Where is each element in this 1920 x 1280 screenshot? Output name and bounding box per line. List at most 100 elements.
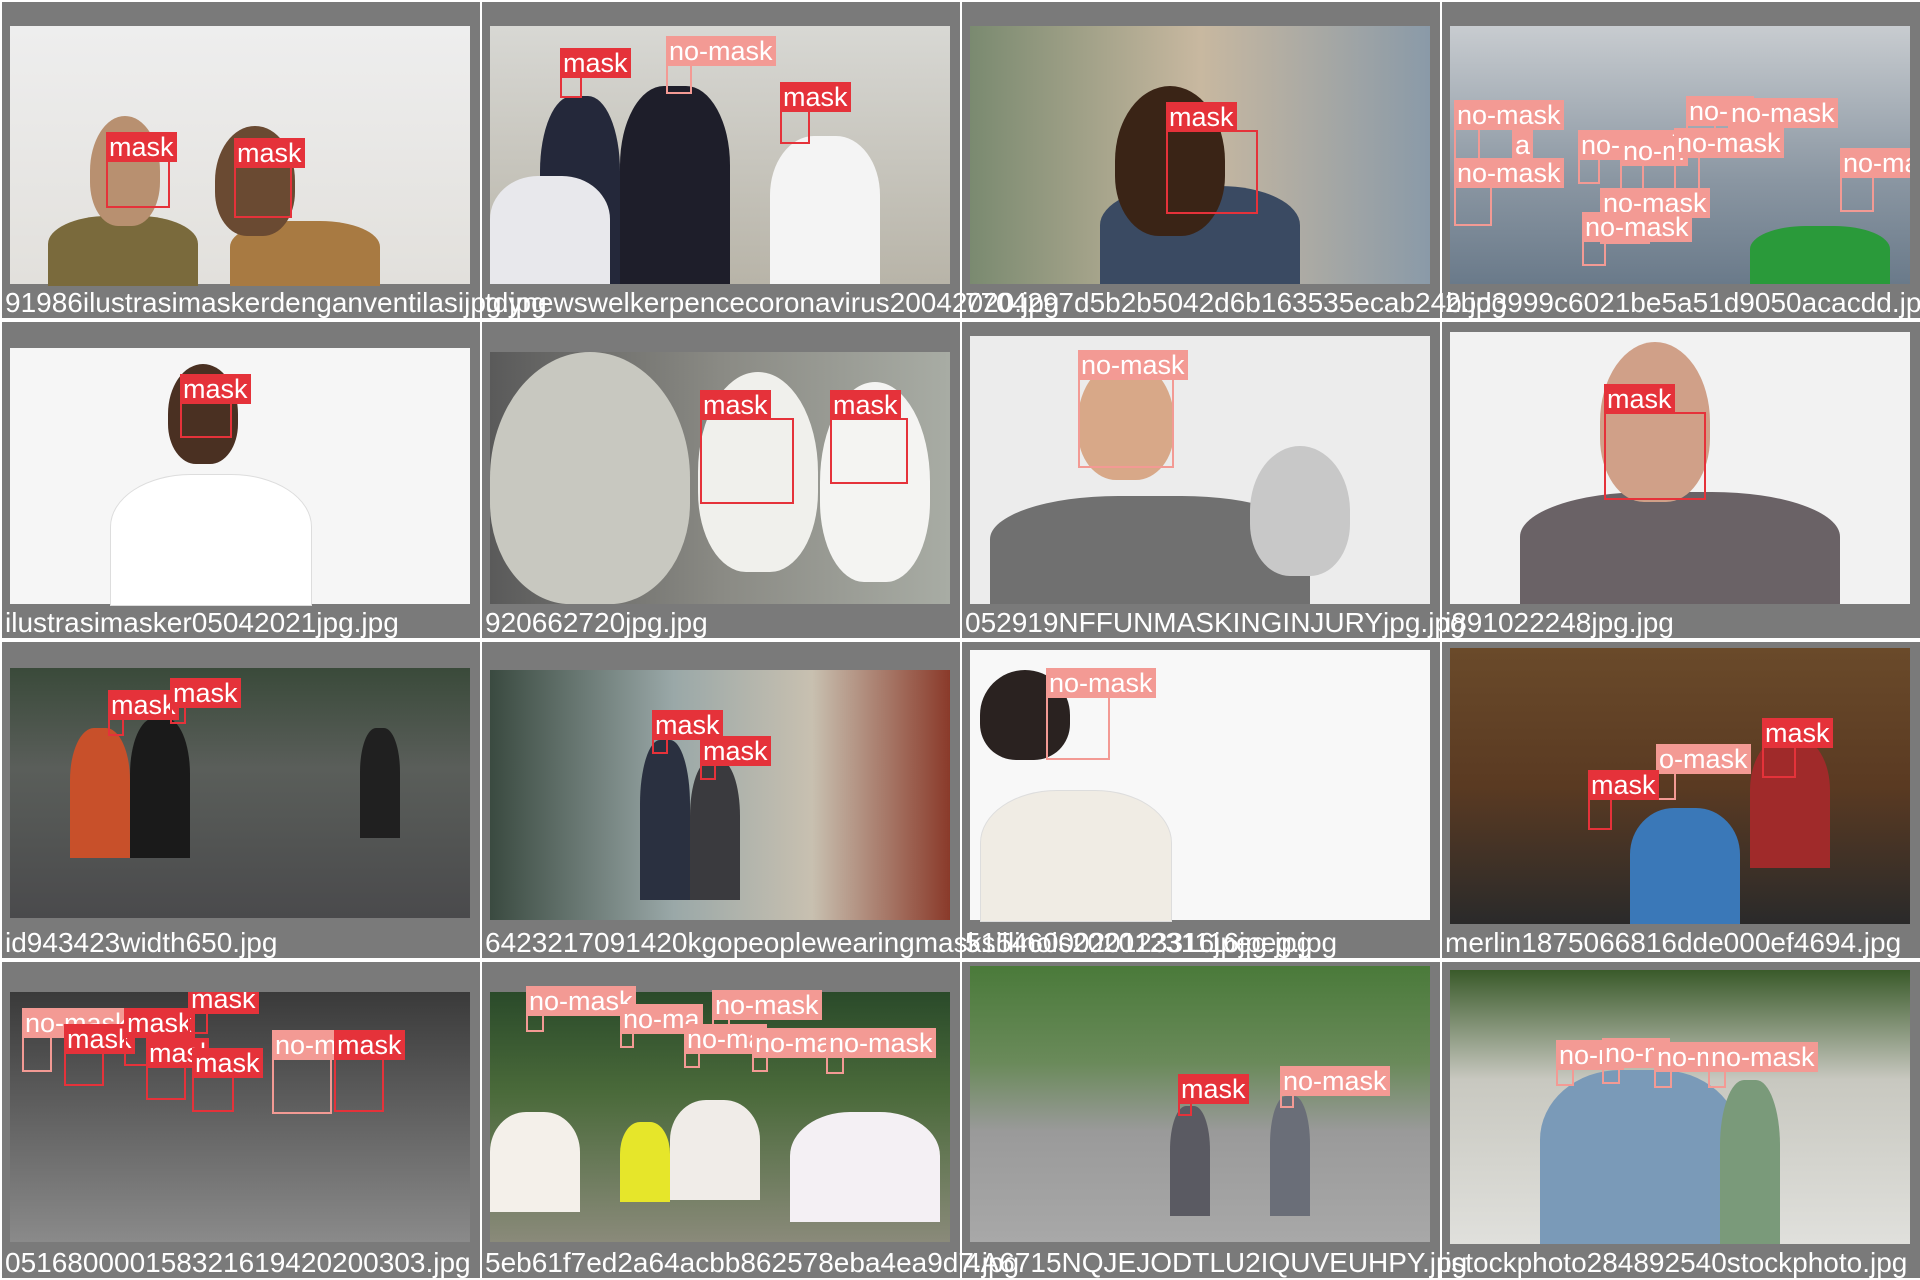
detection-label: mask xyxy=(180,374,251,404)
detection-box-mask: mask xyxy=(188,992,259,1034)
image-filename: 052919NFFUNMASKINGINJURYjpg.jpg xyxy=(965,607,1466,638)
photo: mask mask xyxy=(10,668,470,918)
detection-box-no-mask: no-ma xyxy=(620,1004,703,1048)
person-figure xyxy=(690,760,740,900)
photo: mask no-mask mask xyxy=(490,26,950,284)
image-filename: merlin1875066816dde000ef4694.jpg xyxy=(1445,927,1902,958)
image-filename: 051680000158321619420200303.jpg xyxy=(5,1247,471,1278)
person-figure xyxy=(110,474,312,606)
detection-box-no-mask: no-mask xyxy=(1708,1042,1818,1088)
image-filename: 2bd3999c6021be5a51d9050acacdd.jpg xyxy=(1445,287,1920,318)
detection-box-no-mask: no-mask xyxy=(712,990,822,1036)
image-tile: mask no-mask mask tdynewswelkerpencecoro… xyxy=(482,2,1059,318)
detection-label: no-mask xyxy=(666,36,776,66)
image-tile: no-mask mask mask mask masl mask no-m ma… xyxy=(2,962,480,1278)
protest-sign xyxy=(670,1100,760,1200)
protest-sign xyxy=(790,1112,940,1222)
detection-box-no-mask: no-ma xyxy=(684,1024,767,1068)
person-figure xyxy=(770,136,880,284)
image-tile: mask mask 920662720jpg.jpg xyxy=(482,322,960,638)
detection-label: no-mask xyxy=(1582,212,1692,242)
detection-label: no-mask xyxy=(1708,1042,1818,1072)
detection-label: no-ma xyxy=(752,1028,835,1058)
detection-label: mask xyxy=(1166,102,1237,132)
detection-box-mask: mask xyxy=(1604,384,1706,500)
person-figure xyxy=(1270,1096,1310,1216)
detection-label: mask xyxy=(234,138,305,168)
detection-box-mask: mask xyxy=(1178,1074,1249,1116)
detection-box-mask: mask xyxy=(170,678,241,724)
detection-label: mask xyxy=(334,1030,405,1060)
image-tile: mask mask 6423217091420kgopeoplewearingm… xyxy=(482,642,1337,958)
person-head xyxy=(1600,342,1710,502)
person-figure xyxy=(980,790,1172,922)
detection-box-mask: mask xyxy=(1166,102,1258,214)
image-filename: 5eb61f7ed2a64acbb862578eba4ea9d7.jpg xyxy=(485,1247,1020,1278)
photo: mask xyxy=(10,348,470,606)
detection-label: mask xyxy=(64,1024,135,1054)
detection-box-mask: mask xyxy=(830,390,908,484)
detection-box-mask: mask xyxy=(700,390,794,504)
person-figure xyxy=(70,728,130,858)
photo: no-mask no-ma no-mask no-ma no-ma no-mas… xyxy=(490,986,950,1242)
image-filename: id943423width650.jpg xyxy=(5,927,278,958)
photo: no-mask xyxy=(970,650,1430,922)
photo: mask mask xyxy=(490,670,950,920)
detection-box-mask: mask xyxy=(652,710,723,754)
photo: mask o-mask mask xyxy=(1450,648,1910,924)
image-filename: tdynewswelkerpencecoronavirus20042020.jp… xyxy=(485,287,1060,318)
detection-box-no-mask: no-mask xyxy=(526,986,636,1032)
detection-label: no-mask xyxy=(1454,158,1564,188)
image-tile: no-mask a no-mask no-m no-mask no-m no-m… xyxy=(1442,2,1920,318)
sign xyxy=(1750,226,1890,284)
detection-label: no-m xyxy=(272,1030,340,1060)
detection-label: no-mask xyxy=(826,1028,936,1058)
detection-box-no-mask: no-m xyxy=(1620,136,1688,190)
detection-box-no-mask: no-mask xyxy=(826,1028,936,1074)
person-figure xyxy=(1630,808,1740,924)
detection-box-mask: mask xyxy=(64,1024,135,1086)
detection-label: no-mask xyxy=(1046,668,1156,698)
face-mask-prop xyxy=(1250,446,1350,576)
image-filename: 4A6715NQJEJODTLU2IQUVEUHPY.jpg xyxy=(965,1247,1468,1278)
detection-box-no-mask: o-mask xyxy=(1656,744,1751,800)
detection-box-mask: mask xyxy=(700,736,771,780)
image-filename: 7704297d5b2b5042d6b163535ecab24b.jpg xyxy=(965,287,1507,318)
detection-box-no-mask: no-m xyxy=(1556,1040,1624,1086)
detection-box-mask: mask xyxy=(234,138,305,218)
detection-label: mask xyxy=(108,690,179,720)
image-tile: no-mask no-ma no-mask no-ma no-ma no-mas… xyxy=(482,962,1019,1278)
detection-box-mask: mask xyxy=(780,82,851,144)
detection-label: mask xyxy=(106,132,177,162)
detection-box-no-mask: no-m xyxy=(1654,1042,1722,1088)
image-tile: mask i891022248jpg.jpg xyxy=(1442,322,1920,638)
detection-label: a xyxy=(1512,130,1534,160)
detection-box-mask: mask xyxy=(108,690,179,736)
detection-box-no-mask: no-ma xyxy=(752,1028,835,1072)
protest-sign xyxy=(620,1122,670,1202)
person-figure xyxy=(1720,1080,1780,1244)
image-filename: 6423217091420kgopeoplewearingmasksillino… xyxy=(485,927,1338,958)
person-figure xyxy=(1540,1070,1740,1244)
person-figure xyxy=(130,718,190,858)
photo: no-mask xyxy=(970,336,1430,604)
person-figure xyxy=(490,176,610,284)
detection-label: mask xyxy=(170,678,241,708)
detection-box-no-mask: no-mask xyxy=(1454,100,1564,160)
detection-box-mask: mask xyxy=(192,1048,263,1112)
detection-label: mask xyxy=(700,390,771,420)
detection-label: mask xyxy=(560,48,631,78)
detection-box-no-mask: no-m xyxy=(272,1030,340,1114)
person-figure xyxy=(360,728,400,838)
detection-box-no-mask: no-mask xyxy=(1046,668,1156,760)
detection-box-no-mask: no-mask xyxy=(1078,350,1188,468)
person-figure xyxy=(620,86,730,284)
detection-box-no-mask: no-mask xyxy=(1280,1066,1390,1108)
photo: no-mask mask mask mask masl mask no-m ma… xyxy=(10,992,470,1242)
image-tile: mask 7704297d5b2b5042d6b163535ecab24b.jp… xyxy=(962,2,1507,318)
image-filename: i891022248jpg.jpg xyxy=(1445,607,1674,638)
detection-box-mask: mask xyxy=(1588,770,1659,830)
photo: no-m no-m no-m no-mask xyxy=(1450,970,1910,1244)
person-figure xyxy=(1520,492,1840,604)
